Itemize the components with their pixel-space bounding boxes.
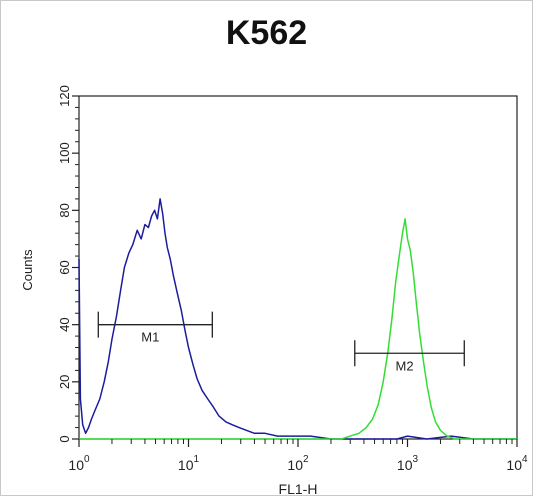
y-tick-label: 120 bbox=[57, 85, 72, 107]
x-tick-label: 101 bbox=[178, 454, 200, 473]
y-tick-label: 60 bbox=[57, 260, 72, 274]
gate-marker-m2: M2 bbox=[354, 340, 465, 373]
y-tick-label: 100 bbox=[57, 142, 72, 164]
x-tick-label: 103 bbox=[397, 454, 419, 473]
x-tick-label: 102 bbox=[287, 454, 309, 473]
y-tick-label: 40 bbox=[57, 317, 72, 331]
y-tick-label: 80 bbox=[57, 203, 72, 217]
chart-title: K562 bbox=[225, 14, 308, 52]
gate-marker-label: M2 bbox=[395, 358, 413, 373]
y-tick-label: 20 bbox=[57, 375, 72, 389]
y-tick-label: 0 bbox=[57, 435, 72, 442]
x-axis-label: FL1-H bbox=[279, 481, 318, 496]
plot-area bbox=[78, 95, 518, 440]
x-tick-label: 104 bbox=[506, 454, 528, 473]
x-tick-label: 100 bbox=[68, 454, 90, 473]
y-axis-label: Counts bbox=[20, 249, 35, 291]
histogram-series-1 bbox=[78, 198, 517, 440]
gate-marker-label: M1 bbox=[141, 330, 159, 345]
histogram-series-2 bbox=[79, 218, 517, 440]
gate-marker-m1: M1 bbox=[97, 311, 213, 345]
